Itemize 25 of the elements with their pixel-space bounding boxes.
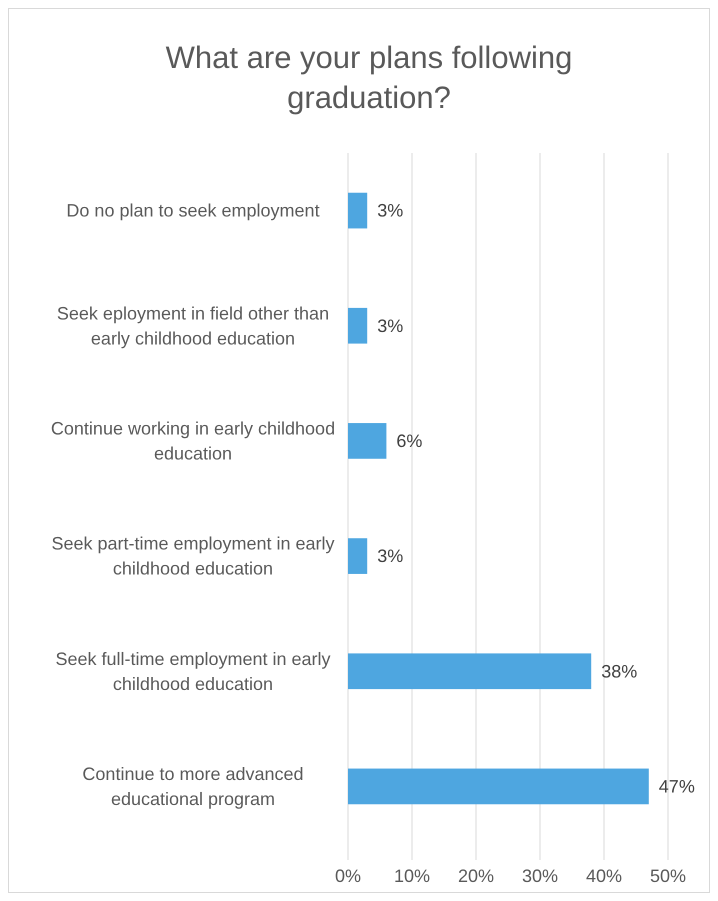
bar: [348, 538, 368, 574]
data-label: 6%: [396, 430, 422, 451]
x-tick-label: 40%: [586, 866, 622, 886]
data-label: 38%: [601, 661, 638, 682]
chart-title: What are your plans following graduation?: [166, 40, 572, 115]
y-tick-label: Do no plan to seek employment: [66, 200, 320, 221]
x-tick-label: 30%: [522, 866, 558, 886]
data-label: 3%: [377, 546, 404, 566]
bar: [348, 653, 592, 690]
bar: [348, 423, 386, 459]
y-tick-label: Continue working in early childhood education: [50, 418, 336, 464]
bar: [348, 192, 368, 228]
data-label: 3%: [377, 200, 404, 221]
bar: [348, 308, 368, 344]
y-tick-label: Continue to more advanced educational program: [82, 764, 304, 809]
x-tick-label: 0%: [334, 866, 362, 886]
x-tick-label: 50%: [650, 866, 686, 886]
data-label: 47%: [658, 776, 695, 796]
y-tick-label: Seek part-time employment in early childhood education: [51, 534, 335, 579]
x-tick-label: 10%: [394, 866, 430, 886]
y-tick-label: Seek full-time employment in early childhood education: [55, 648, 331, 694]
bar: [348, 768, 649, 804]
x-tick-label: 20%: [458, 866, 494, 886]
y-tick-label: Seek eployment in field other than early childhood education: [56, 303, 330, 348]
data-label: 3%: [377, 316, 404, 336]
